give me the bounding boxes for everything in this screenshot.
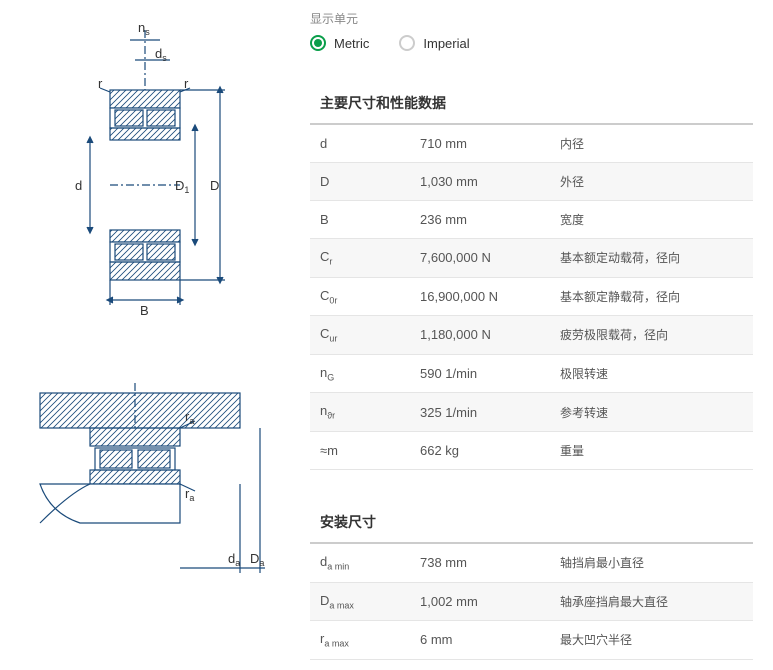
main-data-table: d710 mm内径D1,030 mm外径B236 mm宽度Cr7,600,000… xyxy=(310,125,753,470)
param-symbol: Da max xyxy=(320,593,420,611)
param-symbol: Cr xyxy=(320,249,420,267)
param-desc: 极限转速 xyxy=(560,365,743,382)
param-symbol: D xyxy=(320,174,420,189)
table-row: nG590 1/min极限转速 xyxy=(310,355,753,394)
mounting-diagram: ra ra da Da xyxy=(20,383,280,583)
table-row: ≈m662 kg重量 xyxy=(310,432,753,470)
table-row: Da max1,002 mm轴承座挡肩最大直径 xyxy=(310,583,753,622)
table-row: da min738 mm轴挡肩最小直径 xyxy=(310,544,753,583)
param-symbol: B xyxy=(320,212,420,227)
param-value: 236 mm xyxy=(420,212,560,227)
section-title-mounting: 安装尺寸 xyxy=(310,500,753,542)
table-row: nϑr325 1/min参考转速 xyxy=(310,393,753,432)
param-value: 1,030 mm xyxy=(420,174,560,189)
param-value: 1,002 mm xyxy=(420,594,560,609)
param-desc: 轴承座挡肩最大直径 xyxy=(560,593,743,610)
param-value: 7,600,000 N xyxy=(420,250,560,265)
svg-text:B: B xyxy=(140,303,149,318)
unit-radio-group: Metric Imperial xyxy=(310,35,753,51)
section-title-main: 主要尺寸和性能数据 xyxy=(310,81,753,123)
unit-label: 显示单元 xyxy=(310,10,753,27)
svg-text:Da: Da xyxy=(250,551,264,568)
table-row: ra max6 mm最大凹穴半径 xyxy=(310,621,753,660)
param-desc: 疲劳极限载荷，径向 xyxy=(560,326,743,343)
param-value: 1,180,000 N xyxy=(420,327,560,342)
svg-text:D1: D1 xyxy=(175,178,189,195)
radio-imperial-label: Imperial xyxy=(423,36,469,51)
table-row: Cur1,180,000 N疲劳极限载荷，径向 xyxy=(310,316,753,355)
param-desc: 内径 xyxy=(560,135,743,152)
svg-text:ns: ns xyxy=(138,20,150,37)
svg-text:r: r xyxy=(184,76,189,91)
table-row: Cr7,600,000 N基本额定动载荷，径向 xyxy=(310,239,753,278)
bearing-cross-section-diagram: ns ds r r d D1 D B xyxy=(20,10,280,330)
param-desc: 外径 xyxy=(560,173,743,190)
svg-text:d: d xyxy=(75,178,82,193)
param-value: 738 mm xyxy=(420,555,560,570)
param-symbol: nG xyxy=(320,365,420,383)
param-value: 325 1/min xyxy=(420,405,560,420)
radio-metric[interactable]: Metric xyxy=(310,35,369,51)
param-value: 16,900,000 N xyxy=(420,289,560,304)
param-symbol: ≈m xyxy=(320,443,420,458)
radio-circle-icon xyxy=(399,35,415,51)
param-symbol: ra max xyxy=(320,631,420,649)
param-symbol: d xyxy=(320,136,420,151)
svg-text:r: r xyxy=(98,76,103,91)
param-symbol: Cur xyxy=(320,326,420,344)
param-desc: 宽度 xyxy=(560,211,743,228)
mounting-data-table: da min738 mm轴挡肩最小直径Da max1,002 mm轴承座挡肩最大… xyxy=(310,544,753,660)
param-desc: 参考转速 xyxy=(560,404,743,421)
param-desc: 重量 xyxy=(560,442,743,459)
table-row: B236 mm宽度 xyxy=(310,201,753,239)
param-desc: 最大凹穴半径 xyxy=(560,631,743,648)
param-value: 590 1/min xyxy=(420,366,560,381)
param-desc: 轴挡肩最小直径 xyxy=(560,554,743,571)
radio-imperial[interactable]: Imperial xyxy=(399,35,469,51)
svg-text:D: D xyxy=(210,178,219,193)
param-symbol: da min xyxy=(320,554,420,572)
param-desc: 基本额定静载荷，径向 xyxy=(560,288,743,305)
param-symbol: nϑr xyxy=(320,403,420,421)
param-symbol: C0r xyxy=(320,288,420,306)
table-row: C0r16,900,000 N基本额定静载荷，径向 xyxy=(310,278,753,317)
radio-metric-label: Metric xyxy=(334,36,369,51)
svg-text:ds: ds xyxy=(155,46,167,63)
param-desc: 基本额定动载荷，径向 xyxy=(560,249,743,266)
radio-circle-icon xyxy=(310,35,326,51)
table-row: D1,030 mm外径 xyxy=(310,163,753,201)
param-value: 710 mm xyxy=(420,136,560,151)
param-value: 6 mm xyxy=(420,632,560,647)
table-row: d710 mm内径 xyxy=(310,125,753,163)
param-value: 662 kg xyxy=(420,443,560,458)
svg-text:da: da xyxy=(228,551,240,568)
